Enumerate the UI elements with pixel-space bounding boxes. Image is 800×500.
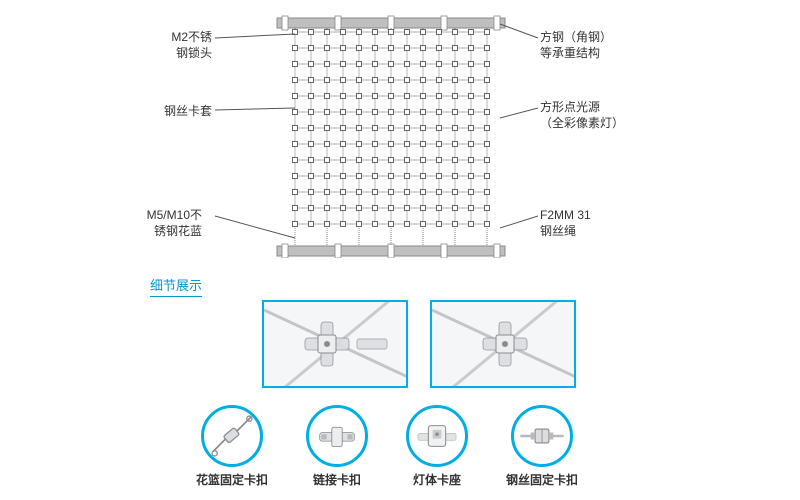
component-icon-item: 钢丝固定卡扣	[506, 405, 578, 488]
component-icon-label: 灯体卡座	[413, 471, 461, 488]
callout-label: M5/M10不锈钢花蓝	[140, 208, 202, 239]
closeup-image	[430, 300, 576, 388]
assembly-diagram: M2不锈钢锁头方钢（角钢）等承重结构钢丝卡套方形点光源（全彩像素灯）M5/M10…	[160, 8, 630, 258]
component-icon-label: 钢丝固定卡扣	[506, 471, 578, 488]
component-icon-item: 灯体卡座	[406, 405, 468, 488]
closeup-image	[262, 300, 408, 388]
component-icon-label: 花篮固定卡扣	[196, 471, 268, 488]
turnbuckle-icon	[201, 405, 263, 467]
icon-row: 花篮固定卡扣 链接卡扣 灯体卡座 钢丝固定卡扣	[196, 405, 578, 488]
closeup-row	[262, 300, 576, 388]
callout-label: 钢丝卡套	[150, 104, 212, 120]
component-icon-item: 链接卡扣	[306, 405, 368, 488]
connector-icon	[306, 405, 368, 467]
callout-label: 方钢（角钢）等承重结构	[540, 30, 612, 61]
section-title: 细节展示	[150, 275, 202, 297]
component-icon-label: 链接卡扣	[313, 471, 361, 488]
callout-label: M2不锈钢锁头	[150, 30, 212, 61]
lamp-seat-icon	[406, 405, 468, 467]
wire-clip-icon	[511, 405, 573, 467]
component-icon-item: 花篮固定卡扣	[196, 405, 268, 488]
callout-label: 方形点光源（全彩像素灯）	[540, 100, 624, 131]
callout-label: F2MM 31钢丝绳	[540, 208, 591, 239]
